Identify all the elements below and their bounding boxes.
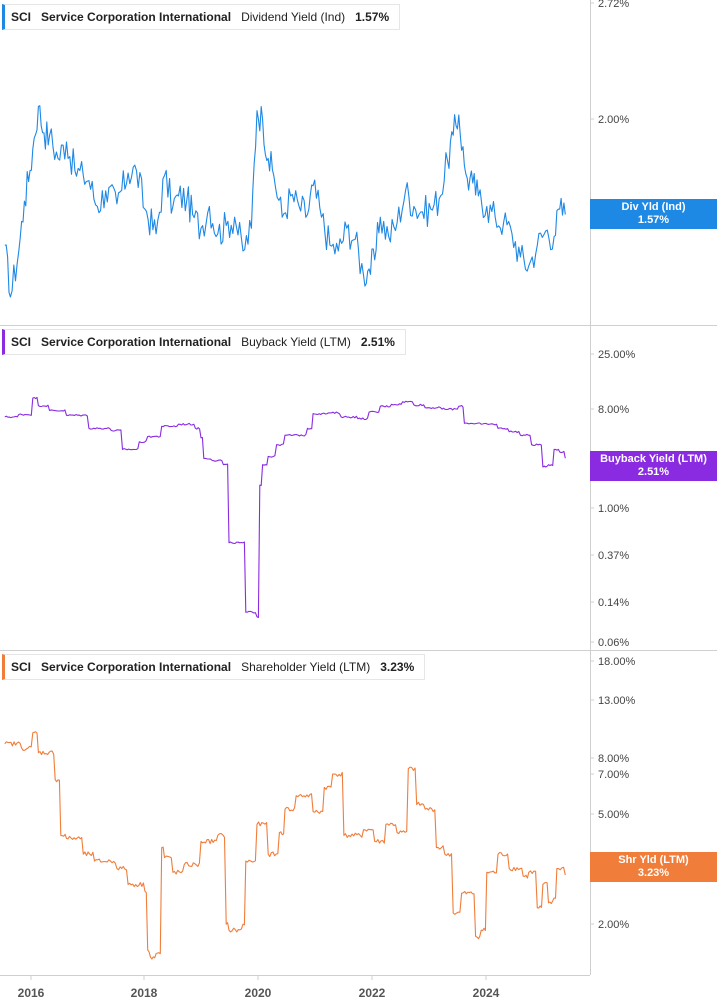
y-tick-label: 13.00%	[598, 695, 636, 707]
y-tick-label: 7.00%	[598, 769, 629, 781]
y-tick-label: 2.00%	[598, 114, 629, 126]
tag-value: 2.51%	[637, 466, 670, 478]
x-tick-label: 2020	[245, 986, 272, 1000]
y-tick-label: 2.00%	[598, 919, 629, 931]
legend-metric: Dividend Yield (Ind)	[241, 10, 346, 24]
legend-shareholder-yield: SCI Service Corporation International Sh…	[2, 654, 426, 680]
legend-value: 1.57%	[355, 10, 390, 24]
tag-label: Div Yld (Ind)	[621, 201, 686, 213]
x-tick-label: 2024	[473, 986, 500, 1000]
tag-label: Buyback Yield (LTM)	[600, 453, 707, 465]
y-tick-label: 0.14%	[598, 597, 629, 609]
legend-company: Service Corporation International	[41, 10, 232, 24]
buyback-yield-tag: Buyback Yield (LTM) 2.51%	[590, 451, 717, 481]
series-line-buy	[4, 396, 566, 619]
legend-ticker: SCI	[11, 335, 32, 349]
series-line-shr	[4, 731, 566, 960]
y-tick-label: 0.37%	[598, 550, 629, 562]
y-tick-label: 8.00%	[598, 753, 629, 765]
y-tick-label: 5.00%	[598, 809, 629, 821]
y-tick-label: 18.00%	[598, 656, 636, 668]
legend-dividend-yield: SCI Service Corporation International Di…	[2, 4, 401, 30]
tag-value: 3.23%	[637, 867, 670, 879]
y-tick-label: 1.00%	[598, 503, 629, 515]
x-tick-label: 2022	[359, 986, 386, 1000]
series-line-div	[4, 105, 566, 298]
shareholder-yield-tag: Shr Yld (LTM) 3.23%	[590, 852, 717, 882]
x-tick-label: 2016	[18, 986, 45, 1000]
div-yield-tag: Div Yld (Ind) 1.57%	[590, 199, 717, 229]
y-tick-label: 25.00%	[598, 349, 636, 361]
legend-company: Service Corporation International	[41, 660, 232, 674]
x-tick-label: 2018	[131, 986, 158, 1000]
y-tick-label: 0.06%	[598, 637, 629, 649]
legend-value: 3.23%	[380, 660, 415, 674]
tag-value: 1.57%	[637, 214, 670, 226]
tag-label: Shr Yld (LTM)	[618, 854, 689, 866]
y-tick-label: 8.00%	[598, 404, 629, 416]
legend-value: 2.51%	[360, 335, 395, 349]
legend-ticker: SCI	[11, 10, 32, 24]
legend-metric: Buyback Yield (LTM)	[241, 335, 351, 349]
legend-buyback-yield: SCI Service Corporation International Bu…	[2, 329, 406, 355]
legend-metric: Shareholder Yield (LTM)	[241, 660, 371, 674]
legend-company: Service Corporation International	[41, 335, 232, 349]
y-tick-label: 2.72%	[598, 0, 629, 10]
legend-ticker: SCI	[11, 660, 32, 674]
